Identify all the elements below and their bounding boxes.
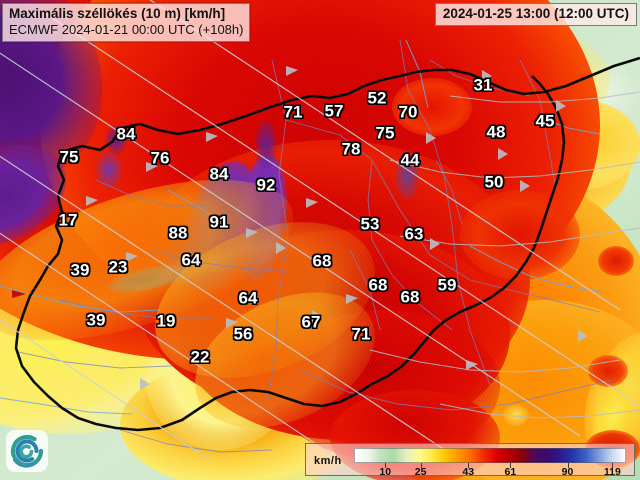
field-yellow-dot-se	[503, 404, 529, 426]
wind-streamlines	[0, 0, 640, 461]
colorbar-tick-mark	[567, 463, 569, 468]
field-red-patch-e	[460, 190, 580, 280]
region-boundaries	[17, 39, 613, 453]
small-red-arrow	[12, 290, 26, 298]
title-line-2: ECMWF 2024-01-21 00:00 UTC (+108h)	[9, 22, 244, 37]
colorbar-tick-mark	[510, 463, 512, 468]
field-red-dot-e	[598, 246, 634, 276]
title-line-1: Maximális széllökés (10 m) [km/h]	[9, 6, 226, 21]
colorbar-panel: km/h 10 25 43 61 90 119	[305, 443, 635, 478]
colorbar-tick-label: 43	[462, 466, 475, 478]
field-purple-dot1	[105, 125, 127, 155]
field-red-dot-se	[588, 355, 628, 387]
colorbar-tick-mark	[612, 463, 614, 468]
colorbar-tick-label: 10	[379, 466, 392, 478]
spiral-logo	[6, 430, 48, 472]
title-panel: Maximális széllökés (10 m) [km/h] ECMWF …	[2, 3, 251, 42]
colorbar-gradient	[354, 448, 626, 463]
colorbar-tick-mark	[420, 463, 422, 468]
field-purple-c4	[255, 120, 277, 170]
colorbar-tick-label: 119	[603, 466, 621, 478]
colorbar-tick-label: 61	[504, 466, 517, 478]
field-red-patch-n	[392, 78, 472, 136]
wind-streamlines-e	[369, 91, 640, 419]
colorbar-unit-label: km/h	[314, 455, 342, 467]
rivers	[0, 39, 605, 415]
valid-time-panel: 2024-01-25 13:00 (12:00 UTC)	[434, 3, 637, 26]
country-borders	[14, 56, 640, 432]
colorbar-tick-mark	[468, 463, 470, 468]
spiral-logo-icon	[10, 434, 44, 468]
colorbar-tick-label: 90	[561, 466, 574, 478]
colorbar-tick-mark	[385, 463, 387, 468]
colorbar-tick-label: 25	[414, 466, 427, 478]
streamline-arrowheads	[86, 66, 588, 390]
